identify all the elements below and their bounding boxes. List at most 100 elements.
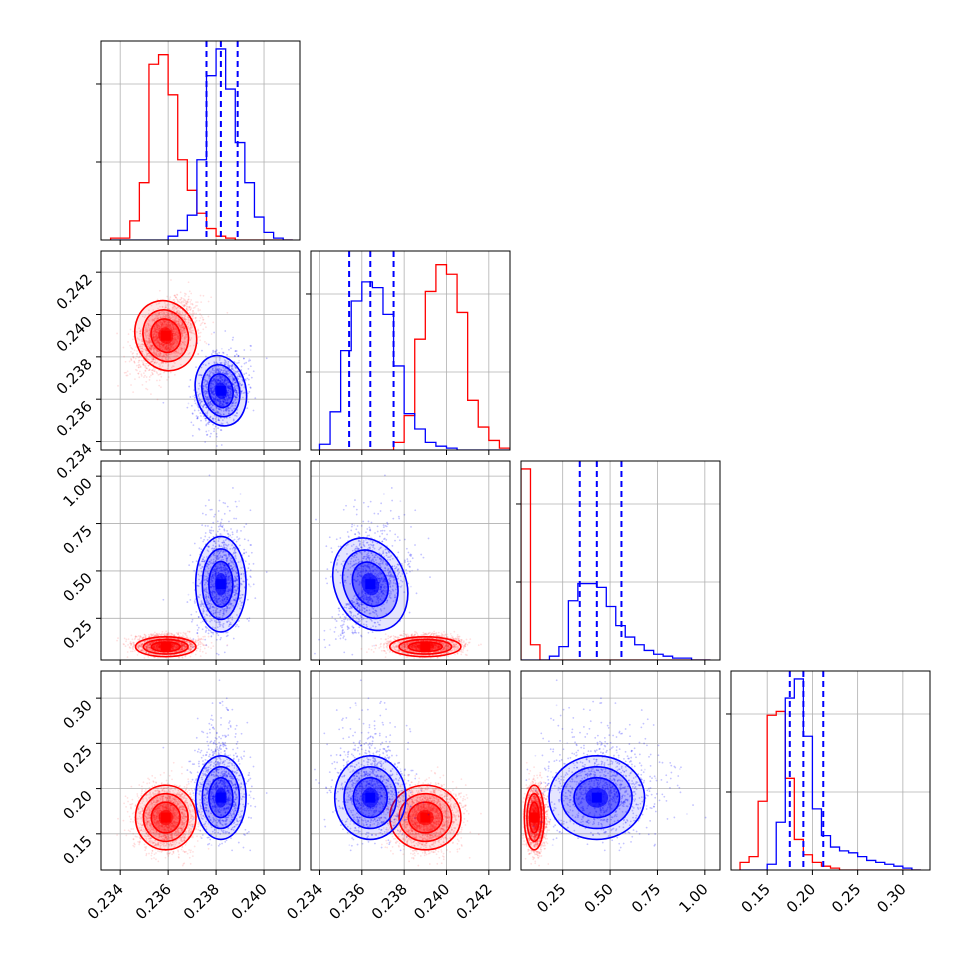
scatter-point [178, 323, 181, 326]
scatter-point [153, 338, 156, 341]
scatter-point [150, 349, 152, 352]
scatter-point [143, 332, 146, 334]
scatter-point [197, 332, 200, 335]
density-peak [160, 330, 171, 341]
scatter-point [157, 327, 160, 330]
scatter-point [165, 354, 168, 357]
scatter-point [162, 315, 164, 317]
scatter-point [171, 322, 173, 325]
scatter-point [162, 361, 165, 364]
scatter-point [172, 338, 175, 340]
scatter-point [173, 320, 176, 322]
scatter-point [166, 347, 169, 350]
scatter-point [148, 369, 151, 371]
scatter-point [189, 330, 192, 333]
scatter-point [184, 319, 187, 322]
scatter-point [156, 323, 159, 326]
scatter-point [181, 331, 183, 334]
scatter-point [231, 338, 234, 341]
scatter-point [158, 355, 161, 357]
scatter-point [163, 312, 166, 315]
scatter-point [165, 345, 168, 348]
scatter-point [153, 340, 156, 343]
scatter-point [148, 356, 151, 359]
scatter-point [174, 331, 177, 334]
scatter-point [176, 300, 179, 303]
scatter-point [138, 339, 141, 341]
scatter-point [215, 445, 218, 447]
scatter-point [158, 325, 161, 327]
scatter-point [152, 358, 155, 361]
scatter-point [162, 345, 165, 347]
scatter-point [140, 330, 142, 333]
scatter-point [168, 314, 171, 317]
scatter-point [149, 344, 152, 347]
scatter-point [160, 326, 163, 329]
scatter-point [173, 300, 176, 303]
scatter-point [178, 298, 181, 301]
scatter-point [152, 347, 155, 350]
scatter-point [154, 329, 157, 332]
scatter-point [177, 332, 179, 335]
scatter-point [155, 331, 158, 333]
scatter-point [195, 366, 197, 369]
scatter-point [212, 321, 215, 324]
scatter-point [165, 347, 168, 350]
scatter-point [158, 354, 161, 356]
scatter-point [174, 338, 177, 341]
scatter-point [172, 343, 174, 346]
scatter-point [146, 353, 149, 356]
scatter-point [197, 329, 200, 332]
scatter-point [195, 319, 198, 322]
scatter-point [144, 331, 147, 334]
scatter-point [167, 343, 170, 346]
scatter-point [155, 311, 158, 314]
scatter-point [197, 352, 200, 355]
scatter-point [140, 350, 143, 353]
scatter-point [189, 322, 192, 325]
scatter-point [178, 346, 181, 349]
scatter-point [205, 355, 207, 358]
scatter-point [159, 320, 162, 323]
scatter-point [192, 332, 194, 335]
scatter-point [152, 334, 154, 337]
scatter-point [172, 327, 175, 329]
scatter-point [155, 352, 158, 355]
scatter-point [142, 343, 145, 346]
scatter-point [191, 302, 194, 305]
scatter-point [148, 354, 151, 357]
scatter-point [157, 324, 160, 327]
scatter-point [147, 337, 150, 339]
scatter-point [173, 342, 175, 345]
scatter-point [167, 347, 169, 349]
scatter-point [161, 305, 164, 308]
scatter-point [127, 333, 130, 336]
scatter-point [158, 311, 161, 314]
scatter-point [158, 312, 160, 315]
scatter-point [147, 322, 150, 325]
scatter-point [162, 320, 165, 323]
scatter-point [169, 348, 171, 351]
scatter-point [159, 351, 162, 354]
scatter-point [210, 432, 212, 435]
scatter-point [168, 298, 171, 301]
scatter-point [183, 304, 185, 307]
scatter-point [187, 321, 190, 324]
scatter-point [158, 353, 161, 356]
scatter-point [141, 340, 143, 343]
scatter-point [149, 325, 152, 327]
scatter-point [190, 292, 193, 295]
scatter-point [138, 359, 141, 362]
scatter-point [171, 312, 174, 315]
scatter-point [175, 320, 178, 323]
scatter-point [168, 344, 171, 347]
scatter-point [154, 324, 157, 326]
scatter-point [182, 314, 185, 317]
scatter-point [159, 345, 162, 348]
scatter-point [169, 326, 172, 329]
scatter-point [176, 294, 179, 296]
scatter-point [186, 309, 189, 312]
scatter-point [175, 349, 178, 352]
scatter-point [182, 331, 185, 334]
scatter-point [176, 298, 179, 301]
